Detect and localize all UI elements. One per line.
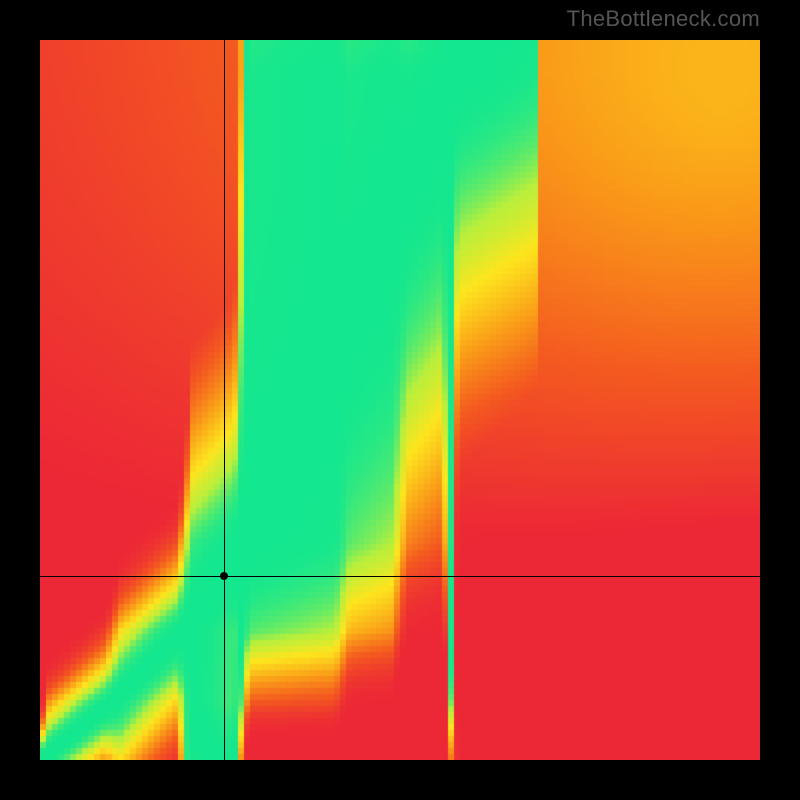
- watermark-text: TheBottleneck.com: [567, 6, 760, 32]
- crosshair-marker: [220, 572, 228, 580]
- crosshair-horizontal: [40, 576, 760, 577]
- heatmap-canvas: [40, 40, 760, 760]
- crosshair-vertical: [224, 40, 225, 760]
- chart-frame: TheBottleneck.com: [0, 0, 800, 800]
- plot-area: [40, 40, 760, 760]
